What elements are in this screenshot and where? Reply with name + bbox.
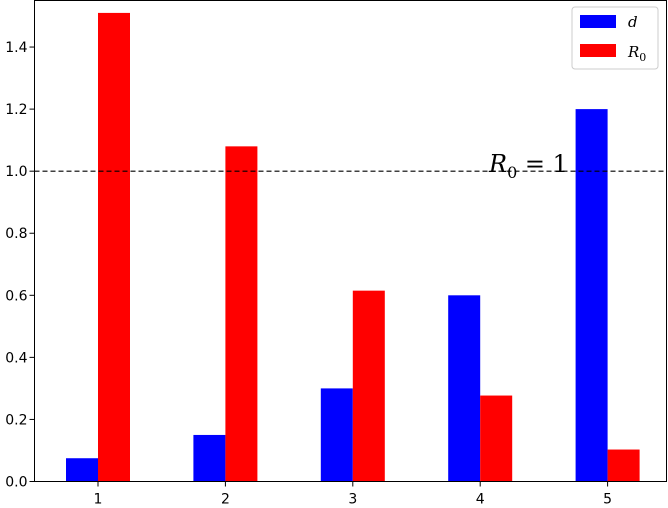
bars-group — [66, 12, 640, 482]
y-tick-label: 1.4 — [5, 40, 27, 56]
legend-swatch-d — [580, 15, 616, 28]
bar-r0-2 — [225, 146, 258, 482]
y-tick-label: 1.0 — [5, 164, 27, 180]
x-tick-label: 3 — [348, 492, 357, 508]
bar-d-2 — [193, 434, 226, 482]
bar-d-5 — [575, 109, 608, 482]
y-tick-label: 0.2 — [5, 412, 27, 428]
y-tick-label: 0.4 — [5, 350, 27, 366]
y-axis: 0.0 0.2 0.4 0.6 0.8 1.0 1.2 1.4 — [5, 40, 35, 491]
legend-swatch-r0 — [580, 44, 616, 57]
bar-r0-5 — [607, 449, 640, 482]
x-axis: 1 2 3 4 5 — [94, 481, 612, 508]
bar-d-1 — [66, 458, 98, 482]
x-tick-label: 4 — [476, 492, 485, 508]
x-tick-label: 5 — [603, 492, 612, 508]
plot-frame — [34, 0, 667, 482]
bar-r0-1 — [98, 12, 130, 482]
legend-label-d: d — [628, 13, 638, 31]
bar-d-3 — [320, 388, 353, 482]
bar-r0-3 — [352, 290, 385, 482]
annotation-group: R0 = 1 — [488, 150, 568, 182]
reference-line-annotation: R0 = 1 — [488, 150, 568, 182]
legend: d R0 — [571, 6, 659, 70]
x-tick-label: 2 — [221, 492, 230, 508]
bar-r0-4 — [480, 395, 513, 482]
y-tick-label: 0.8 — [5, 226, 27, 242]
y-tick-label: 0.6 — [5, 288, 27, 304]
x-tick-label: 1 — [94, 492, 103, 508]
y-tick-label: 0.0 — [5, 475, 27, 491]
bar-d-4 — [448, 295, 481, 482]
y-tick-label: 1.2 — [5, 102, 27, 118]
legend-label-r0: R0 — [627, 43, 646, 64]
